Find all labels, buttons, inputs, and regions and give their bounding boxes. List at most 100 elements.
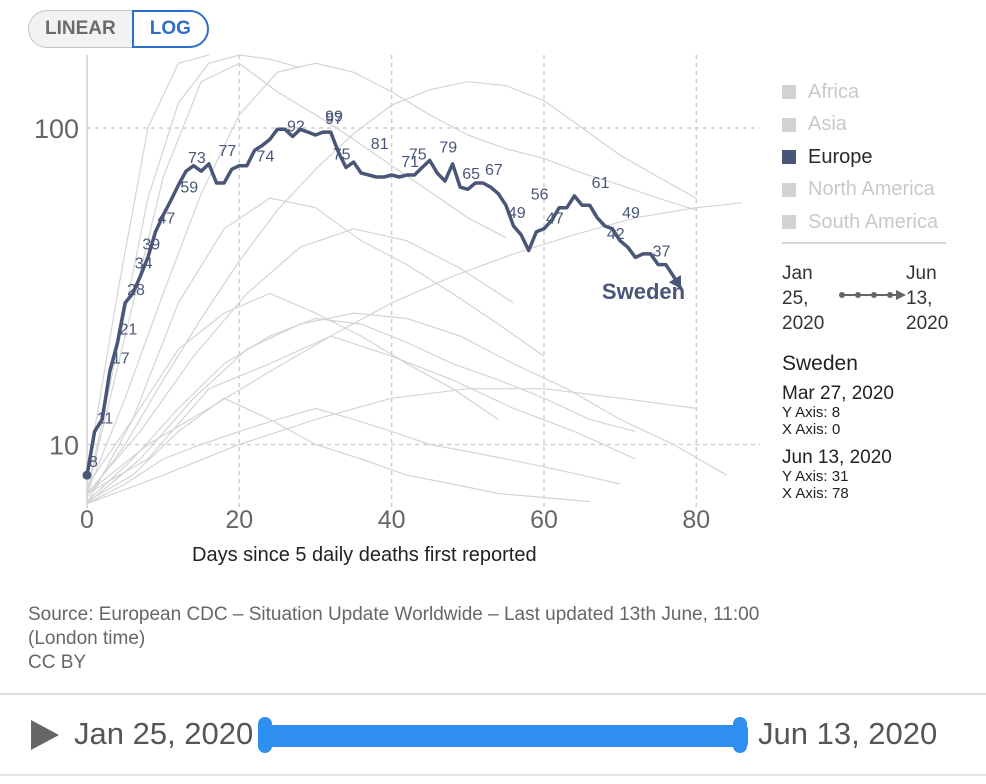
- background-series-line: [86, 62, 697, 494]
- legend-item-europe[interactable]: Europe: [782, 141, 982, 174]
- data-label: 56: [531, 187, 549, 204]
- data-label: 11: [97, 410, 114, 427]
- date-range-key: Jan 25, 2020 Jun 13, 2020: [782, 261, 982, 341]
- legend-swatch: [782, 215, 796, 230]
- range-start-year: 2020: [782, 313, 825, 334]
- y-tick-label: 10: [49, 430, 79, 460]
- timeline-start-date: Jan 25, 2020: [74, 716, 254, 751]
- data-label: 49: [508, 205, 526, 222]
- data-label: 42: [607, 226, 625, 243]
- data-label: 99: [325, 108, 343, 125]
- legend-item-asia[interactable]: Asia: [782, 109, 982, 142]
- data-label: 47: [546, 211, 564, 228]
- range-start-month: Jan: [782, 263, 813, 284]
- tooltip-start-date: Mar 27, 2020: [782, 383, 894, 404]
- data-label: 8: [89, 454, 98, 471]
- bottom-divider: [0, 774, 986, 776]
- timeline-end-date: Jun 13, 2020: [758, 716, 938, 751]
- y-tick-label: 100: [34, 114, 79, 144]
- data-label: 61: [592, 175, 610, 192]
- data-label: 59: [180, 179, 198, 196]
- sweden-start-point: [82, 470, 92, 480]
- range-end-month: Jun: [906, 263, 937, 284]
- license-text: CC BY: [28, 652, 87, 673]
- data-label: 67: [485, 162, 503, 179]
- background-series-line: [86, 335, 636, 495]
- x-axis-title: Days since 5 daily deaths first reported: [192, 544, 537, 566]
- play-icon[interactable]: [28, 718, 62, 752]
- background-series-line: [86, 292, 499, 487]
- data-label: 92: [287, 118, 305, 135]
- data-label: 81: [371, 136, 389, 153]
- data-label: 73: [188, 150, 206, 167]
- source-note: Source: European CDC – Situation Update …: [28, 603, 908, 675]
- legend-label: Europe: [808, 145, 873, 168]
- legend-swatch: [782, 117, 796, 132]
- scale-toggle: LINEAR LOG: [28, 10, 209, 48]
- legend-item-north-america[interactable]: North America: [782, 174, 982, 207]
- source-line: Source: European CDC – Situation Update …: [28, 604, 760, 625]
- background-series-line: [86, 197, 545, 504]
- region-legend: Africa Asia Europe North America South A…: [782, 76, 982, 239]
- background-series-line: [86, 407, 621, 505]
- background-series-line: [86, 228, 514, 494]
- background-series-line: [86, 312, 728, 505]
- legend-label: South America: [808, 210, 939, 233]
- legend-label: Africa: [808, 80, 860, 103]
- range-start-day: 25,: [782, 288, 809, 309]
- data-label: 74: [257, 148, 275, 165]
- x-tick-label: 60: [530, 506, 558, 534]
- legend-label: Asia: [808, 113, 847, 136]
- timeline-start-handle[interactable]: [258, 717, 272, 753]
- x-tick-label: 40: [378, 506, 406, 534]
- range-start: Jan 25, 2020: [782, 261, 842, 336]
- timeline-end-handle[interactable]: [733, 717, 747, 753]
- data-label: 75: [409, 146, 427, 163]
- data-label: 21: [119, 321, 137, 338]
- data-label: 97: [325, 111, 343, 128]
- source-line: (London time): [28, 628, 146, 649]
- background-series-line: [86, 62, 507, 494]
- legend-label: North America: [808, 178, 935, 201]
- legend-item-africa[interactable]: Africa: [782, 76, 982, 109]
- tooltip-start-x: X Axis: 0: [782, 421, 841, 438]
- x-tick-label: 0: [80, 506, 94, 534]
- background-series-line: [86, 397, 590, 503]
- data-label: 49: [622, 205, 640, 222]
- tooltip-start-y: Y Axis: 8: [782, 404, 841, 421]
- legend-swatch: [782, 150, 796, 165]
- tooltip-title: Sweden: [782, 352, 858, 375]
- data-label: 17: [112, 351, 130, 368]
- data-label: 71: [401, 154, 419, 171]
- timeline-range-track[interactable]: [262, 725, 748, 747]
- legend-item-south-america[interactable]: South America: [782, 206, 982, 239]
- legend-swatch: [782, 85, 796, 100]
- dotted-arrow-icon: [839, 290, 906, 300]
- background-series-line: [86, 388, 697, 505]
- sweden-series-line: [85, 127, 683, 476]
- data-label: 37: [653, 244, 671, 261]
- log-scale-button[interactable]: LOG: [131, 10, 209, 48]
- background-series-line: [86, 317, 636, 503]
- data-label: 65: [462, 166, 480, 183]
- range-end-year: 2020: [906, 313, 949, 334]
- background-series-line: [86, 202, 743, 494]
- data-label: 79: [439, 139, 457, 156]
- x-tick-label: 80: [682, 506, 710, 534]
- data-label: 47: [158, 211, 176, 228]
- background-series-line: [86, 81, 697, 498]
- x-tick-label: 20: [225, 506, 253, 534]
- tooltip-end-date: Jun 13, 2020: [782, 447, 892, 468]
- tooltip-end-x: X Axis: 78: [782, 485, 849, 502]
- sweden-series-label: Sweden: [602, 279, 685, 304]
- legend-divider: [782, 242, 946, 244]
- linear-scale-button[interactable]: LINEAR: [28, 10, 132, 48]
- section-divider: [0, 693, 986, 695]
- range-end-day: 13,: [906, 288, 933, 309]
- background-series-line: [86, 54, 210, 476]
- tooltip-end-y: Y Axis: 31: [782, 468, 849, 485]
- sweden-end-arrow: [668, 275, 682, 289]
- data-label: 75: [333, 146, 351, 163]
- data-label: 28: [127, 282, 145, 299]
